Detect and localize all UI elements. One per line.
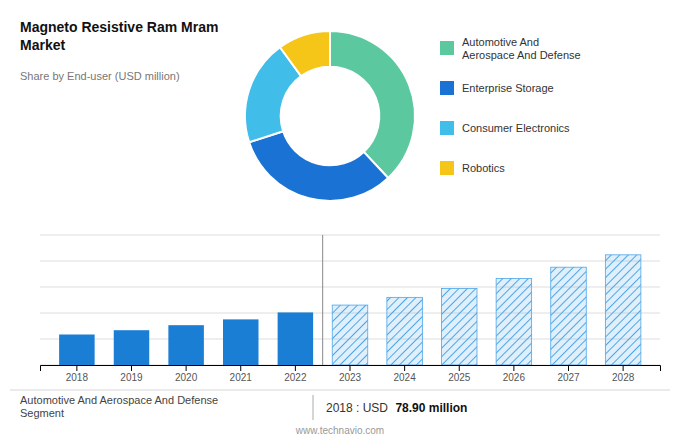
- text-line: Magneto Resistive Ram Mram: [20, 19, 218, 35]
- bar: [551, 267, 587, 365]
- x-tick-mark: [240, 365, 241, 371]
- x-tick-mark: [131, 365, 132, 371]
- legend-swatch: [440, 41, 454, 55]
- legend-label: Automotive AndAerospace And Defense: [462, 36, 581, 61]
- grid: [40, 235, 660, 365]
- bar: [441, 288, 477, 365]
- x-tick-mark: [623, 365, 624, 371]
- bar: [223, 319, 259, 365]
- x-tick-label: 2027: [557, 372, 580, 383]
- footer: www.technavio.com: [295, 425, 384, 436]
- x-tick-label: 2021: [230, 372, 253, 383]
- bar: [496, 278, 532, 365]
- x-tick: 2027: [557, 365, 580, 383]
- bar: [114, 330, 150, 365]
- x-axis: 2018 2019 2020 2021 2022 2023 2024 2025 2026 2027…: [41, 365, 661, 383]
- bottom-rule: [10, 390, 670, 391]
- x-tick: 2026: [503, 365, 526, 383]
- legend-label: Robotics: [462, 162, 505, 174]
- x-tick: 2018: [66, 365, 89, 383]
- bars: [59, 255, 641, 365]
- text-line: Robotics: [462, 162, 505, 174]
- annotation: 78.90 million: [395, 401, 467, 415]
- x-tick: 2025: [448, 365, 471, 383]
- text-line: Consumer Electronics: [462, 122, 570, 134]
- bar: [387, 297, 423, 365]
- donut-slice: [330, 31, 415, 178]
- legend-swatch: [440, 121, 454, 135]
- x-tick-mark: [350, 365, 351, 371]
- text-line: Automotive And: [462, 36, 539, 48]
- x-tick-mark: [568, 365, 569, 371]
- x-tick-label: 2024: [394, 372, 417, 383]
- x-tick-label: 2018: [66, 372, 89, 383]
- x-tick-label: 2019: [120, 372, 143, 383]
- x-tick: 2023: [339, 365, 362, 383]
- bar: [605, 255, 641, 365]
- subtitle: Share by End-user (USD million): [20, 70, 180, 82]
- x-tick-label: 2020: [175, 372, 198, 383]
- x-tick: 2021: [230, 365, 253, 383]
- legend-label: Enterprise Storage: [462, 82, 554, 94]
- x-tick: 2020: [175, 365, 198, 383]
- grid-line: [40, 235, 660, 236]
- x-tick-label: 2025: [448, 372, 471, 383]
- x-tick-mark: [76, 365, 77, 371]
- bar: [332, 305, 368, 365]
- bar: [59, 335, 95, 365]
- text-line: Aerospace And Defense: [462, 49, 581, 61]
- donut: [245, 31, 415, 201]
- text-line: Automotive And Aerospace And Defense: [20, 394, 218, 406]
- x-tick-label: 2023: [339, 372, 362, 383]
- x-tick: 2024: [394, 365, 417, 383]
- text-line: Enterprise Storage: [462, 82, 554, 94]
- donut-slice: [280, 31, 330, 76]
- x-tick-mark: [295, 365, 296, 371]
- x-tick-mark: [186, 365, 187, 371]
- text-line: Segment: [20, 407, 64, 419]
- chart: Magneto Resistive Ram Mram Market Share by…: [0, 0, 680, 440]
- bar: [168, 325, 204, 365]
- x-tick: 2019: [120, 365, 143, 383]
- x-tick-label: 2028: [612, 372, 635, 383]
- annotation: Automotive And Aerospace And DefenseSegm…: [20, 394, 218, 419]
- title: Magneto Resistive Ram Mram Market: [20, 19, 218, 53]
- x-tick: 2028: [612, 365, 635, 383]
- forecast-separator: [322, 235, 323, 365]
- x-tick-mark: [404, 365, 405, 371]
- legend: Automotive AndAerospace And Defense Enter…: [440, 36, 581, 176]
- bar: [278, 312, 314, 365]
- text-line: Market: [20, 37, 65, 53]
- x-tick-label: 2026: [503, 372, 526, 383]
- x-tick: 2022: [284, 365, 307, 383]
- x-tick-label: 2022: [284, 372, 307, 383]
- pipe-separator: [313, 395, 314, 420]
- grid-line: [40, 261, 660, 262]
- annotation: 2018 : USD: [326, 401, 391, 415]
- x-tick-mark: [513, 365, 514, 371]
- legend-swatch: [440, 81, 454, 95]
- legend-swatch: [440, 161, 454, 175]
- x-axis-line: [41, 366, 661, 372]
- legend-label: Consumer Electronics: [462, 122, 570, 134]
- donut-slice: [249, 131, 388, 201]
- x-tick-mark: [459, 365, 460, 371]
